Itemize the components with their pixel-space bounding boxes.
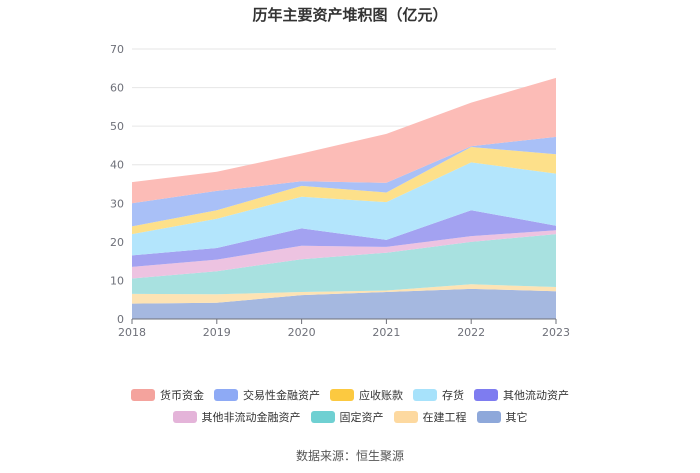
x-tick-label: 2018 [118,326,146,339]
plot-area: 0 10 20 30 40 50 60 70 2018 2019 2020 2021 2022 2023 [110,43,570,339]
legend: 货币资金 交易性金融资产 应收账款 存货 其他流动资产 其他非流动金融资产 固定资产 在建工… [0,384,700,428]
area-series [132,147,556,235]
y-tick-label: 20 [110,236,124,249]
x-tick-label: 2019 [203,326,231,339]
chart-title: 历年主要资产堆积图（亿元） [252,6,448,24]
legend-row-2: 其他非流动金融资产 固定资产 在建工程 其它 [0,406,700,428]
legend-label: 其他流动资产 [503,389,569,402]
legend-label: 其他非流动金融资产 [201,411,301,424]
legend-swatch [310,411,335,423]
legend-item[interactable]: 其他非流动金融资产 [172,409,301,425]
area-series [132,136,556,227]
area-series [132,234,556,295]
area-series [132,284,556,304]
legend-item[interactable]: 交易性金融资产 [214,387,320,403]
legend-swatch [476,411,501,423]
x-tick-label: 2020 [288,326,316,339]
y-tick-label: 60 [110,82,124,95]
x-tick-label: 2023 [542,326,570,339]
legend-swatch [330,389,354,401]
legend-item[interactable]: 应收账款 [330,387,403,403]
legend-label: 货币资金 [160,389,204,402]
legend-item[interactable]: 货币资金 [131,387,204,403]
legend-swatch [474,389,498,401]
area-series [132,210,556,267]
legend-label: 固定资产 [339,411,384,424]
legend-swatch [393,411,418,423]
area-series [132,77,556,204]
area-series [132,288,556,319]
legend-label: 应收账款 [359,389,403,402]
x-tick-label: 2022 [457,326,485,339]
data-source: 数据来源：恒生聚源 [295,449,404,463]
legend-swatch [131,389,155,401]
y-tick-label: 40 [110,159,124,172]
axis-layer: 0 10 20 30 40 50 60 70 2018 2019 2020 2021 2022 2023 [110,43,570,339]
legend-item[interactable]: 固定资产 [310,409,384,425]
area-series [132,162,556,256]
legend-label: 其它 [505,411,528,424]
legend-row-1: 货币资金 交易性金融资产 应收账款 存货 其他流动资产 [0,384,700,406]
legend-swatch [413,389,437,401]
legend-label: 在建工程 [422,411,467,424]
legend-label: 存货 [442,389,464,402]
legend-swatch [214,389,238,401]
legend-label: 交易性金融资产 [243,389,320,402]
y-tick-label: 10 [110,274,124,287]
area-series [132,230,556,279]
legend-swatch [172,411,197,423]
y-tick-label: 0 [117,313,124,326]
y-tick-label: 30 [110,197,124,210]
legend-item[interactable]: 其他流动资产 [474,387,569,403]
y-tick-label: 50 [110,120,124,133]
x-tick-label: 2021 [372,326,400,339]
legend-item[interactable]: 在建工程 [393,409,467,425]
legend-item[interactable]: 其它 [476,409,528,425]
area-layer [132,77,556,319]
legend-item[interactable]: 存货 [413,387,464,403]
y-tick-label: 70 [110,43,124,56]
